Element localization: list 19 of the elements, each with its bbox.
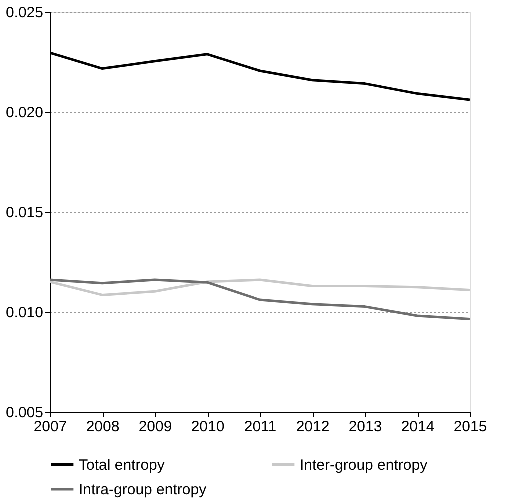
x-tick-label: 2008 bbox=[86, 418, 120, 436]
legend-label: Inter-group entropy bbox=[300, 456, 428, 474]
y-tick-label: 0.010 bbox=[6, 304, 44, 322]
x-tick-label: 2011 bbox=[244, 418, 277, 436]
x-tick-label: 2009 bbox=[138, 418, 172, 436]
y-tick-label: 0.025 bbox=[6, 4, 44, 22]
legend-label: Total entropy bbox=[79, 456, 166, 474]
x-tick-label: 2007 bbox=[34, 418, 68, 436]
line-series bbox=[50, 278, 470, 296]
line-series bbox=[50, 278, 470, 320]
y-tick-label: 0.015 bbox=[6, 204, 44, 222]
legend-label: Intra-group entropy bbox=[79, 482, 208, 498]
x-tick-label: 2012 bbox=[296, 418, 330, 436]
x-tick-label: 2015 bbox=[454, 418, 488, 436]
y-tick-label: 0.020 bbox=[6, 104, 44, 122]
x-tick-label: 2010 bbox=[191, 418, 225, 436]
x-tick-label: 2013 bbox=[348, 418, 382, 436]
x-tick-label: 2014 bbox=[401, 418, 435, 436]
y-tick-label: 0.005 bbox=[6, 404, 44, 422]
